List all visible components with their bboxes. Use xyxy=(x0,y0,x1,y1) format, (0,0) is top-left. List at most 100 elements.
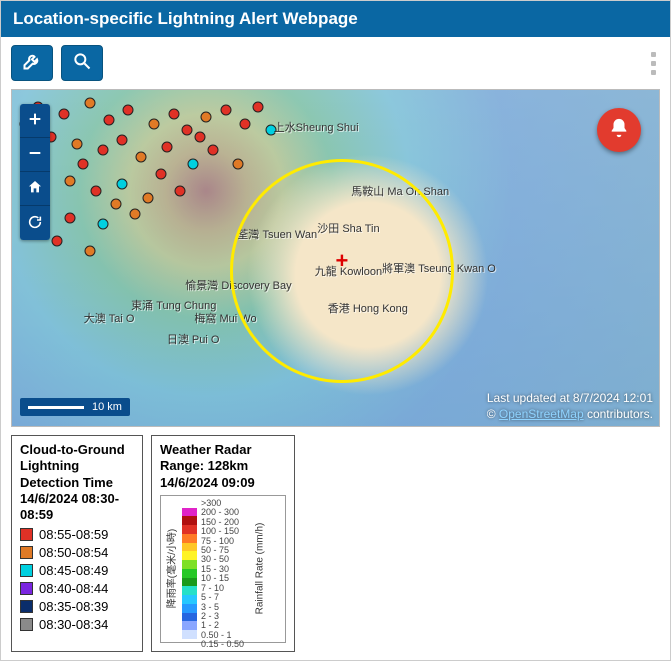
map[interactable]: 上水Sheung Shui馬鞍山 Ma On Shan荃灣 Tsuen Wan沙… xyxy=(11,89,660,427)
radar-labels: >300200 - 300150 - 200100 - 15075 - 1005… xyxy=(201,499,249,639)
radar-axis-en: Rainfall Rate (mm/h) xyxy=(253,499,267,639)
wrench-icon xyxy=(22,51,42,76)
search-button[interactable] xyxy=(61,45,103,81)
lightning-strike-dot xyxy=(194,132,205,143)
legend-item-label: 08:55-08:59 xyxy=(39,527,108,542)
lightning-strike-dot xyxy=(97,219,108,230)
lightning-strike-dot xyxy=(233,158,244,169)
minus-icon xyxy=(27,145,43,164)
lightning-strike-dot xyxy=(201,111,212,122)
selected-location-marker: + xyxy=(336,248,349,274)
dot-icon xyxy=(651,70,656,75)
lightning-strike-dot xyxy=(84,246,95,257)
lightning-strike-dot xyxy=(181,125,192,136)
lightning-strike-dot xyxy=(136,152,147,163)
lightning-strike-dot xyxy=(207,145,218,156)
refresh-icon xyxy=(27,214,43,233)
map-place-label: 上水Sheung Shui xyxy=(274,119,359,135)
dot-icon xyxy=(651,61,656,66)
lightning-strike-dot xyxy=(78,158,89,169)
radar-segment xyxy=(182,543,197,552)
attrib-suffix: contributors. xyxy=(584,407,653,421)
legend-item-label: 08:30-08:34 xyxy=(39,617,108,632)
legend-lightning-title: Cloud-to-Ground Lightning Detection Time… xyxy=(20,442,134,523)
lightning-strike-dot xyxy=(155,169,166,180)
lightning-strike-dot xyxy=(252,101,263,112)
radar-tick-label: 0.15 - 0.50 xyxy=(201,640,249,649)
map-controls xyxy=(20,104,50,240)
map-place-label: 大澳 Tai O xyxy=(84,310,135,326)
legends: Cloud-to-Ground Lightning Detection Time… xyxy=(11,435,660,652)
legend-item: 08:30-08:34 xyxy=(20,617,134,632)
lightning-strike-dot xyxy=(239,118,250,129)
home-icon xyxy=(27,179,43,198)
lightning-strike-dot xyxy=(123,105,134,116)
radar-segment xyxy=(182,621,197,630)
lightning-strike-dot xyxy=(84,98,95,109)
radar-segment xyxy=(182,516,197,525)
dot-icon xyxy=(651,52,656,57)
toolbar xyxy=(1,37,670,89)
lightning-strike-dot xyxy=(110,199,121,210)
legend-item: 08:35-08:39 xyxy=(20,599,134,614)
bell-icon xyxy=(608,117,630,144)
lightning-strike-dot xyxy=(149,118,160,129)
legend-item: 08:55-08:59 xyxy=(20,527,134,542)
zoom-out-button[interactable] xyxy=(20,138,50,172)
legend-radar-title: Weather Radar Range: 128km 14/6/2024 09:… xyxy=(160,442,286,491)
radar-segment xyxy=(182,560,197,569)
lightning-strike-dot xyxy=(97,145,108,156)
lightning-strike-dot xyxy=(188,158,199,169)
legend-swatch xyxy=(20,528,33,541)
legend-swatch xyxy=(20,546,33,559)
radar-segment xyxy=(182,595,197,604)
attrib-prefix: © xyxy=(487,407,499,421)
refresh-button[interactable] xyxy=(20,206,50,240)
radar-axis-zh: 降雨率(毫米/小時) xyxy=(164,499,178,639)
scale-label: 10 km xyxy=(92,401,122,413)
home-button[interactable] xyxy=(20,172,50,206)
lightning-strike-dot xyxy=(162,142,173,153)
lightning-strike-dot xyxy=(52,236,63,247)
radar-segment xyxy=(182,534,197,543)
lightning-strike-dot xyxy=(104,115,115,126)
legend-item-label: 08:40-08:44 xyxy=(39,581,108,596)
radar-segment xyxy=(182,551,197,560)
legend-item: 08:40-08:44 xyxy=(20,581,134,596)
legend-item-label: 08:35-08:39 xyxy=(39,599,108,614)
map-attribution: Last updated at 8/7/2024 12:01 © OpenStr… xyxy=(487,390,653,422)
radar-colorbar: 降雨率(毫米/小時) >300200 - 300150 - 200100 - 1… xyxy=(160,495,286,643)
radar-segment xyxy=(182,578,197,587)
lightning-strike-dot xyxy=(58,108,69,119)
radar-segment xyxy=(182,525,197,534)
lightning-strike-dot xyxy=(65,175,76,186)
settings-button[interactable] xyxy=(11,45,53,81)
alert-bell-button[interactable] xyxy=(597,108,641,152)
legend-item: 08:45-08:49 xyxy=(20,563,134,578)
radar-segment xyxy=(182,613,197,622)
osm-link[interactable]: OpenStreetMap xyxy=(499,407,584,421)
radar-segment xyxy=(182,508,197,517)
legend-swatch xyxy=(20,600,33,613)
lightning-strike-dot xyxy=(71,138,82,149)
toolbar-left xyxy=(11,45,103,81)
scale-bar: 10 km xyxy=(20,398,130,416)
overflow-menu-button[interactable] xyxy=(647,48,660,79)
lightning-strike-dot xyxy=(116,179,127,190)
legend-swatch xyxy=(20,564,33,577)
zoom-in-button[interactable] xyxy=(20,104,50,138)
legend-swatch xyxy=(20,618,33,631)
lightning-strike-dot xyxy=(91,185,102,196)
radar-segment xyxy=(182,630,197,639)
lightning-strike-dot xyxy=(116,135,127,146)
lightning-strike-dot xyxy=(175,185,186,196)
legend-item-label: 08:50-08:54 xyxy=(39,545,108,560)
legend-lightning-items: 08:55-08:59 08:50-08:54 08:45-08:49 08:40-0… xyxy=(20,527,134,632)
map-place-label: 日澳 Pui O xyxy=(167,331,220,347)
legend-radar: Weather Radar Range: 128km 14/6/2024 09:… xyxy=(151,435,295,652)
radar-segment xyxy=(182,604,197,613)
lightning-strike-dot xyxy=(65,212,76,223)
lightning-strike-dot xyxy=(129,209,140,220)
radar-segment xyxy=(182,569,197,578)
radar-segment xyxy=(182,499,197,508)
